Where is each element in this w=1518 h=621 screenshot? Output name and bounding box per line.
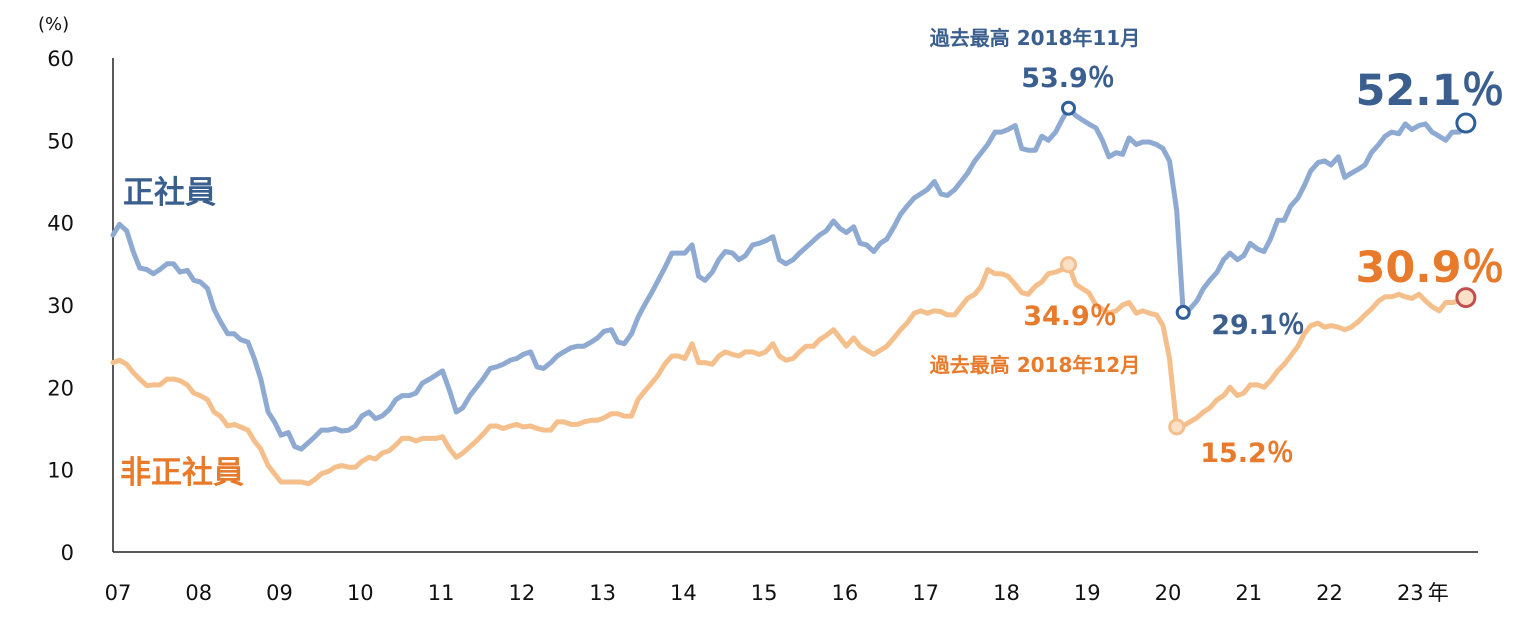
data-label: 30.9％ (1355, 243, 1504, 293)
y-tick-label: 60 (47, 47, 74, 71)
x-axis-suffix: 年 (1428, 581, 1449, 605)
x-tick-label: 19 (1074, 581, 1101, 605)
data-label: 29.1％ (1211, 310, 1305, 341)
data-point-marker (1455, 112, 1477, 134)
data-label: 52.1％ (1355, 66, 1504, 116)
x-tick-label: 23 (1397, 581, 1424, 605)
y-unit-label: (%) (38, 14, 69, 35)
x-tick-label: 21 (1235, 581, 1262, 605)
y-tick-label: 50 (47, 129, 74, 153)
x-tick-label: 18 (993, 581, 1020, 605)
data-point-marker (1175, 304, 1191, 320)
x-tick-label: 20 (1155, 581, 1182, 605)
x-tick-label: 15 (751, 581, 778, 605)
y-axis-ticks: 0 10 20 30 40 50 60 (47, 47, 74, 565)
annotation-layer: 53.9％ 過去最高 2018年11月 29.1％ 52.1％ 34.9％ 過去最高 20… (930, 26, 1505, 469)
data-label: 15.2％ (1200, 438, 1294, 469)
x-axis-ticks: 07 08 09 10 11 12 13 14 15 16 17 18 19 20 21 22 23 年 (105, 581, 1449, 605)
x-tick-label: 17 (912, 581, 939, 605)
x-tick-label: 16 (832, 581, 859, 605)
y-tick-label: 40 (47, 212, 74, 236)
series-label-nonregular: 非正社員 (120, 455, 244, 491)
data-point-marker (1455, 287, 1477, 309)
x-tick-label: 22 (1316, 581, 1343, 605)
series-label-regular: 正社員 (123, 175, 216, 211)
data-label: 34.9％ (1023, 301, 1117, 332)
series-layer (110, 105, 1469, 487)
series-line-regular (110, 105, 1469, 452)
series-line-nonregular (110, 262, 1469, 487)
data-point-marker (1061, 100, 1076, 116)
annotation-note: 過去最高 2018年12月 (930, 353, 1140, 377)
y-tick-label: 10 (47, 459, 74, 483)
x-tick-label: 08 (185, 581, 212, 605)
x-tick-label: 07 (105, 581, 132, 605)
data-point-marker (1060, 256, 1077, 274)
x-tick-label: 10 (347, 581, 374, 605)
x-tick-label: 13 (589, 581, 616, 605)
x-tick-label: 11 (428, 581, 455, 605)
data-label: 53.9％ (1021, 63, 1115, 94)
annotation-note: 過去最高 2018年11月 (930, 26, 1140, 50)
data-point-marker (1168, 418, 1186, 436)
y-tick-label: 30 (47, 294, 74, 318)
y-tick-label: 20 (47, 376, 74, 400)
x-tick-label: 09 (266, 581, 293, 605)
x-tick-label: 12 (508, 581, 535, 605)
y-tick-label: 0 (61, 541, 74, 565)
x-tick-label: 14 (670, 581, 697, 605)
